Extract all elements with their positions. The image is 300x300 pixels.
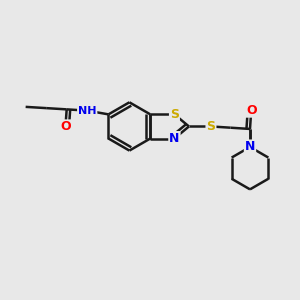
Text: O: O <box>60 120 71 134</box>
Text: NH: NH <box>78 106 97 116</box>
Text: S: S <box>206 120 215 133</box>
Text: S: S <box>170 108 179 121</box>
Text: O: O <box>246 104 256 117</box>
Text: N: N <box>245 140 255 154</box>
Text: N: N <box>169 132 180 145</box>
